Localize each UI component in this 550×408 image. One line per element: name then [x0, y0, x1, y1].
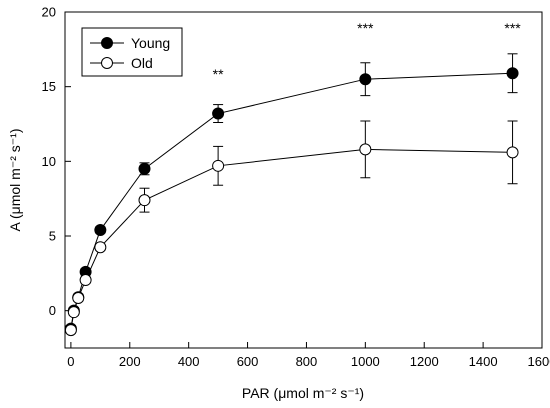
x-tick-label: 800 — [296, 354, 318, 369]
series-line — [70, 148, 513, 331]
legend-marker-young — [101, 37, 113, 49]
x-tick-label: 1000 — [351, 354, 380, 369]
significance-label: *** — [357, 20, 374, 36]
legend-label-young: Young — [131, 35, 170, 51]
data-point — [79, 274, 92, 287]
x-tick-label: 600 — [237, 354, 259, 369]
data-point — [64, 324, 77, 337]
plot-frame — [64, 11, 543, 349]
significance-label: *** — [504, 20, 521, 36]
data-point — [506, 146, 519, 159]
legend: Young Old — [81, 27, 183, 77]
series-young — [64, 53, 519, 335]
y-tick-label: 10 — [42, 154, 56, 169]
data-point — [94, 224, 107, 237]
data-point — [506, 67, 519, 80]
y-tick-label: 20 — [42, 5, 56, 20]
data-point — [138, 162, 151, 175]
data-point — [67, 306, 80, 319]
x-tick-label: 400 — [178, 354, 200, 369]
y-tick-label: 15 — [42, 79, 56, 94]
data-point — [94, 241, 107, 254]
series-layer — [64, 53, 519, 337]
data-point — [212, 107, 225, 120]
data-point — [212, 159, 225, 172]
annotation-layer: ***** *** — [213, 20, 522, 82]
series-line — [70, 72, 513, 329]
data-point — [138, 194, 151, 207]
data-point — [359, 143, 372, 156]
y-tick-label: 0 — [49, 303, 56, 318]
series-old — [64, 120, 519, 337]
y-tick-label: 5 — [49, 229, 56, 244]
data-point — [72, 291, 85, 304]
legend-marker-old — [101, 57, 113, 69]
legend-label-old: Old — [131, 55, 153, 71]
data-point — [359, 73, 372, 86]
x-tick-label: 200 — [119, 354, 141, 369]
significance-label: ** — [213, 66, 224, 82]
x-tick-label: 1200 — [410, 354, 439, 369]
x-axis-label: PAR (μmol m⁻² s⁻¹) — [242, 385, 364, 401]
y-axis-label: A (μmol m⁻² s⁻¹) — [7, 129, 23, 232]
x-tick-label: 0 — [67, 354, 74, 369]
x-tick-label: 1400 — [469, 354, 498, 369]
legend-box — [81, 27, 183, 77]
